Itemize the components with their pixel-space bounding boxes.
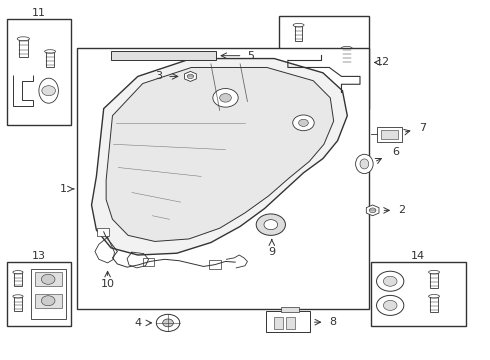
Bar: [286, 317, 294, 329]
Circle shape: [42, 86, 55, 96]
Bar: [7, 262, 71, 326]
Bar: [14, 272, 22, 287]
Bar: [343, 48, 351, 64]
Circle shape: [264, 220, 278, 230]
Text: 5: 5: [247, 51, 254, 61]
Text: 6: 6: [392, 148, 400, 157]
Bar: [430, 296, 438, 312]
Circle shape: [293, 115, 314, 131]
Polygon shape: [185, 71, 196, 81]
Ellipse shape: [13, 271, 23, 274]
Bar: [281, 307, 299, 312]
Text: 3: 3: [155, 71, 162, 81]
Circle shape: [41, 274, 55, 284]
Polygon shape: [106, 67, 334, 242]
Bar: [19, 39, 28, 57]
Circle shape: [376, 271, 404, 291]
Bar: [371, 262, 466, 326]
Text: 8: 8: [329, 317, 337, 327]
Ellipse shape: [360, 159, 369, 169]
Bar: [111, 51, 216, 60]
Circle shape: [383, 300, 397, 310]
Ellipse shape: [45, 50, 55, 53]
Circle shape: [213, 89, 238, 107]
Bar: [30, 269, 66, 319]
Circle shape: [163, 319, 173, 327]
Ellipse shape: [341, 46, 352, 50]
Polygon shape: [367, 205, 379, 216]
Circle shape: [187, 74, 194, 78]
Bar: [143, 258, 154, 266]
Text: 7: 7: [419, 123, 427, 133]
Circle shape: [41, 296, 55, 306]
Polygon shape: [92, 59, 347, 255]
Bar: [376, 127, 402, 142]
Ellipse shape: [293, 23, 304, 27]
Polygon shape: [13, 75, 32, 106]
Bar: [14, 296, 22, 311]
Bar: [34, 294, 62, 308]
Text: 14: 14: [411, 251, 425, 261]
Bar: [274, 317, 283, 329]
Circle shape: [343, 91, 360, 104]
Circle shape: [383, 276, 397, 286]
Text: 11: 11: [32, 8, 46, 18]
Ellipse shape: [39, 78, 58, 103]
Circle shape: [347, 94, 355, 100]
Circle shape: [369, 208, 376, 213]
Text: 13: 13: [32, 251, 46, 261]
Text: 2: 2: [398, 205, 405, 215]
Circle shape: [298, 119, 308, 126]
Bar: [294, 25, 302, 41]
Circle shape: [256, 214, 286, 235]
Circle shape: [220, 94, 231, 102]
Ellipse shape: [429, 270, 440, 274]
Circle shape: [376, 296, 404, 315]
Bar: [97, 228, 109, 236]
Bar: [34, 272, 62, 287]
Bar: [430, 272, 438, 288]
Bar: [266, 311, 310, 332]
Ellipse shape: [356, 154, 373, 174]
Text: 12: 12: [376, 58, 390, 67]
Text: 9: 9: [268, 247, 275, 257]
Bar: [209, 260, 221, 269]
Text: 10: 10: [100, 279, 115, 289]
Bar: [46, 51, 54, 67]
Text: 1: 1: [60, 184, 67, 194]
Ellipse shape: [429, 294, 440, 298]
Bar: [7, 19, 71, 125]
Ellipse shape: [13, 295, 23, 298]
Bar: [381, 130, 398, 139]
Text: 4: 4: [135, 318, 142, 328]
Bar: [279, 17, 369, 109]
Circle shape: [156, 314, 180, 332]
Bar: [77, 48, 369, 309]
Ellipse shape: [17, 37, 29, 41]
